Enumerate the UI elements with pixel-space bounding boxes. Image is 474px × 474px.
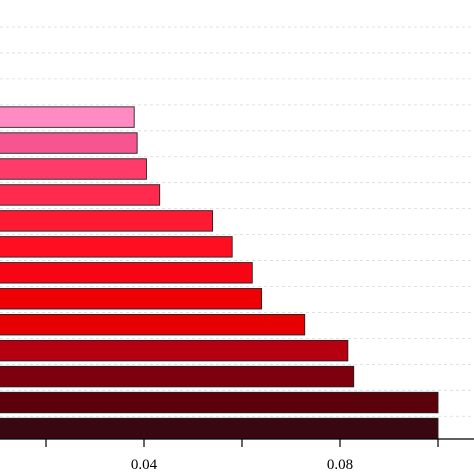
bar — [0, 262, 253, 284]
gridlines — [0, 26, 474, 417]
x-tick-labels: 0.04 0.08 — [131, 457, 353, 473]
x-tick-label: 0.04 — [131, 457, 158, 473]
bar — [0, 184, 161, 206]
bar — [0, 106, 135, 128]
bar — [0, 132, 138, 154]
bar — [0, 158, 147, 180]
bar — [0, 417, 439, 440]
x-tick-label: 0.08 — [327, 457, 353, 473]
x-ticks — [45, 439, 439, 447]
bars — [0, 106, 439, 440]
bar — [0, 365, 355, 388]
bar — [0, 210, 214, 232]
bar — [0, 236, 233, 258]
bar — [0, 314, 306, 336]
bar — [0, 288, 263, 310]
bar — [0, 391, 439, 414]
bar — [0, 339, 349, 362]
